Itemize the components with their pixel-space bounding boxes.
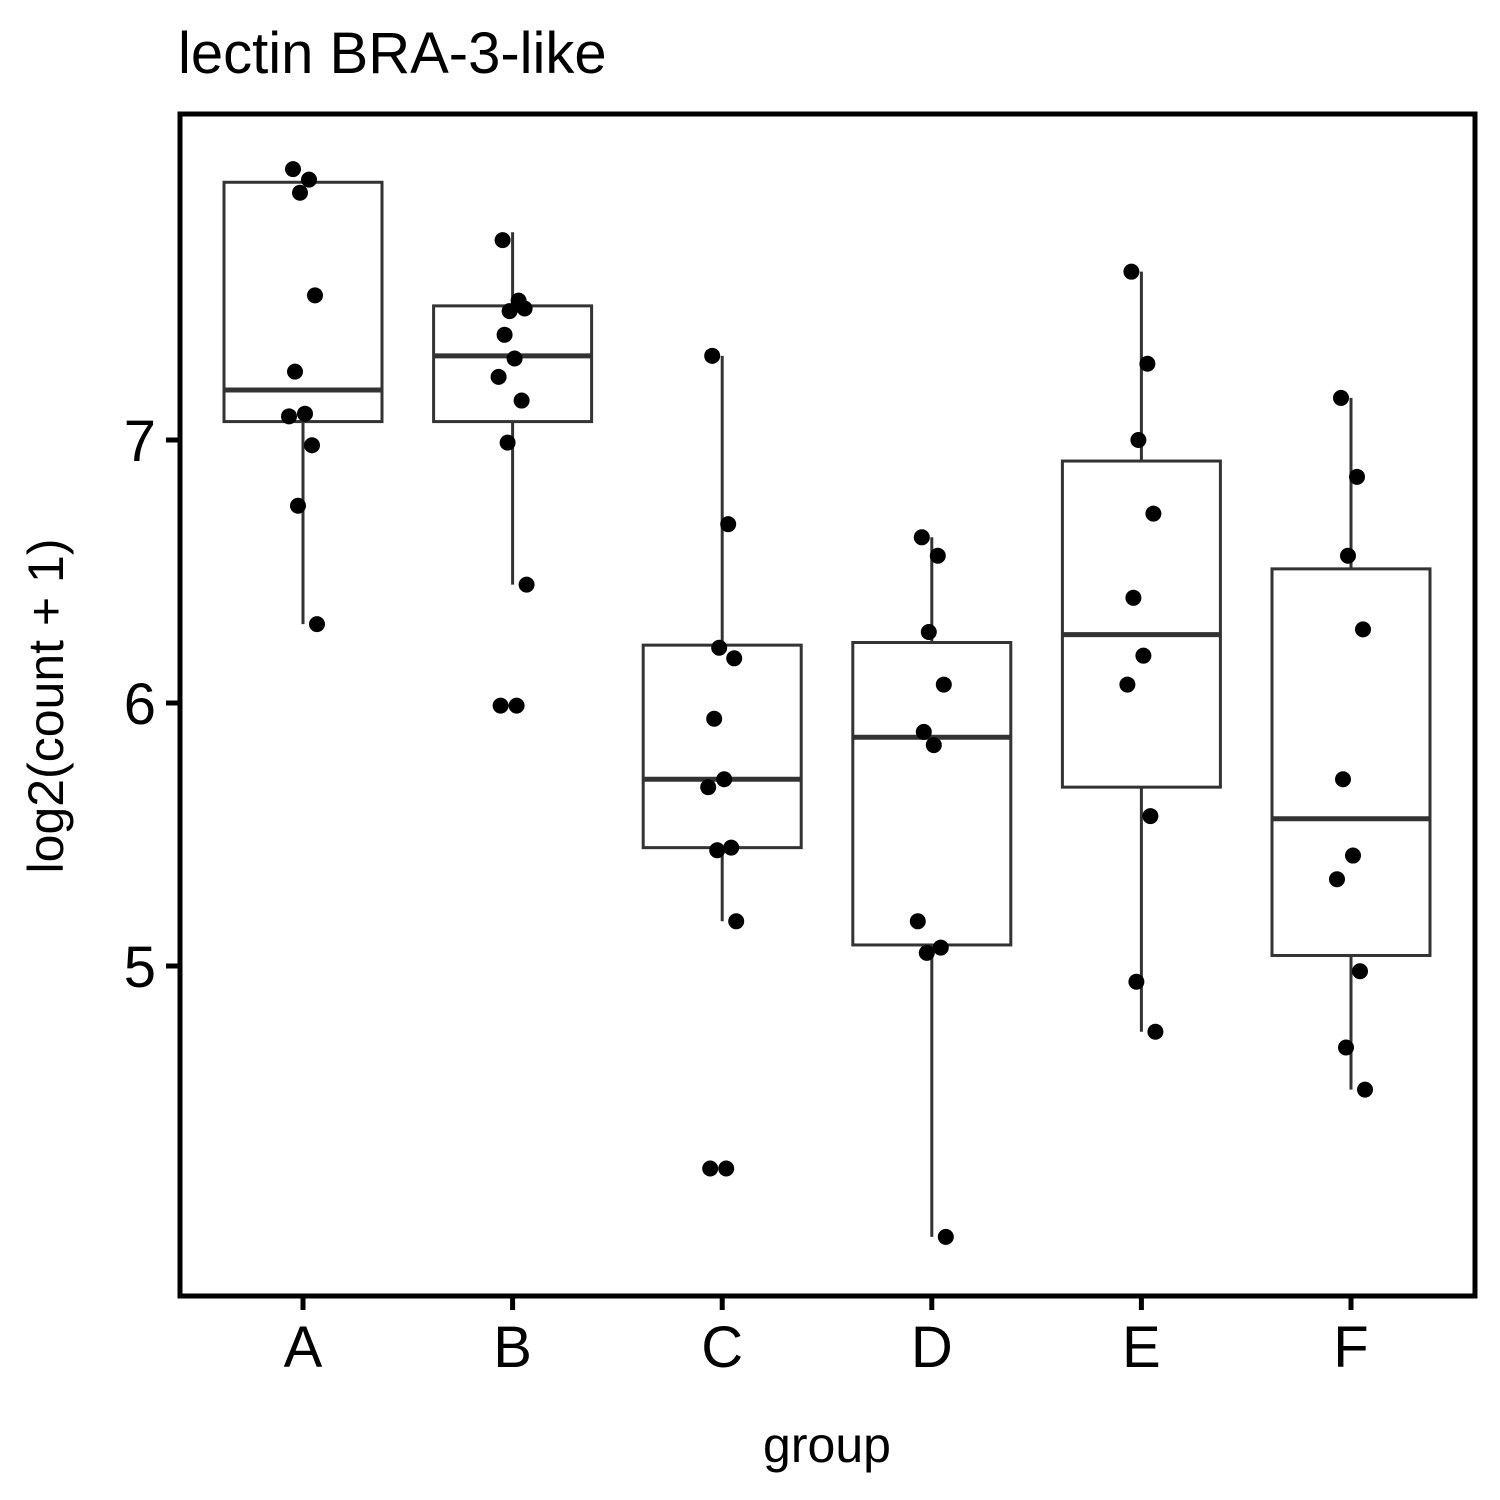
data-point-A (281, 408, 297, 425)
data-point-E (1128, 973, 1145, 990)
data-point-B (494, 232, 511, 249)
box-C (641, 355, 803, 922)
data-point-F (1340, 547, 1356, 564)
data-point-D (909, 913, 926, 930)
data-point-B (499, 434, 516, 451)
data-point-D (929, 547, 946, 564)
iqr-box (851, 641, 1013, 947)
data-point-B (490, 368, 507, 385)
box-B (432, 232, 594, 585)
data-point-F (1357, 1081, 1373, 1098)
x-tick-label: A (284, 1315, 323, 1380)
data-point-F (1349, 468, 1365, 485)
x-tick-label: C (701, 1315, 743, 1380)
data-point-C (709, 842, 726, 859)
box-F (1270, 397, 1432, 1090)
data-point-C (711, 639, 728, 656)
data-point-C (700, 779, 717, 796)
data-point-A (290, 497, 306, 514)
data-point-C (702, 1160, 719, 1177)
data-point-B (516, 300, 533, 317)
data-point-F (1329, 871, 1345, 888)
data-point-B (513, 392, 530, 409)
data-point-E (1142, 808, 1159, 825)
data-point-F (1345, 847, 1361, 864)
data-point-F (1338, 1039, 1354, 1056)
box-A (222, 180, 384, 625)
data-point-B (506, 350, 523, 367)
y-axis-title: log2(count + 1) (18, 539, 74, 874)
x-tick-label: B (493, 1315, 532, 1380)
data-point-E (1130, 432, 1147, 448)
data-point-D (915, 723, 932, 740)
data-point-E (1135, 647, 1152, 664)
iqr-box (222, 180, 384, 424)
data-point-D (925, 737, 942, 754)
data-point-F (1352, 963, 1368, 980)
chart-title: lectin BRA-3-like (178, 21, 607, 86)
x-tick-label: D (911, 1315, 953, 1380)
x-axis: A B C D E F (284, 1296, 1369, 1380)
data-point-B (496, 326, 513, 343)
data-point-C (720, 516, 737, 533)
data-point-F (1335, 771, 1351, 788)
data-point-A (301, 171, 317, 188)
y-tick-label: 7 (124, 409, 156, 474)
data-point-E (1145, 505, 1162, 522)
data-point-D (920, 623, 937, 640)
y-tick-label: 6 (124, 672, 156, 737)
data-point-D (932, 939, 949, 956)
data-point-C (718, 1160, 735, 1177)
x-axis-title: group (763, 1417, 891, 1473)
x-tick-label: E (1122, 1315, 1161, 1380)
iqr-box (1270, 567, 1432, 957)
data-point-C (716, 771, 733, 788)
data-point-A (304, 437, 320, 454)
data-point-C (706, 710, 723, 727)
data-point-E (1147, 1023, 1164, 1040)
data-point-A (292, 184, 308, 201)
data-point-D (935, 676, 952, 693)
data-point-A (285, 161, 301, 178)
iqr-box (1060, 459, 1222, 789)
data-point-D (913, 529, 930, 546)
data-point-F (1333, 389, 1349, 406)
data-point-B (518, 576, 535, 593)
data-point-F (1355, 621, 1371, 638)
data-point-B (492, 697, 509, 714)
data-point-A (297, 405, 313, 422)
data-point-C (728, 913, 745, 930)
data-point-B (508, 697, 525, 714)
iqr-box (641, 643, 803, 850)
data-point-A (307, 287, 323, 304)
x-tick-label: F (1333, 1315, 1368, 1380)
plot-area (222, 161, 1432, 1245)
data-point-C (726, 650, 743, 667)
data-point-E (1123, 263, 1140, 280)
data-point-A (309, 616, 325, 633)
data-point-D (937, 1228, 954, 1245)
data-point-A (287, 363, 303, 380)
box-D (851, 537, 1013, 1237)
data-point-C (723, 839, 740, 856)
data-point-D (918, 944, 935, 961)
box-E (1060, 271, 1222, 1032)
data-point-E (1125, 589, 1142, 606)
y-axis: 5 6 7 (124, 409, 180, 1000)
data-point-E (1139, 355, 1156, 372)
data-point-E (1119, 676, 1136, 693)
data-point-C (704, 347, 721, 364)
y-tick-label: 5 (124, 935, 156, 1000)
data-point-B (501, 303, 518, 320)
